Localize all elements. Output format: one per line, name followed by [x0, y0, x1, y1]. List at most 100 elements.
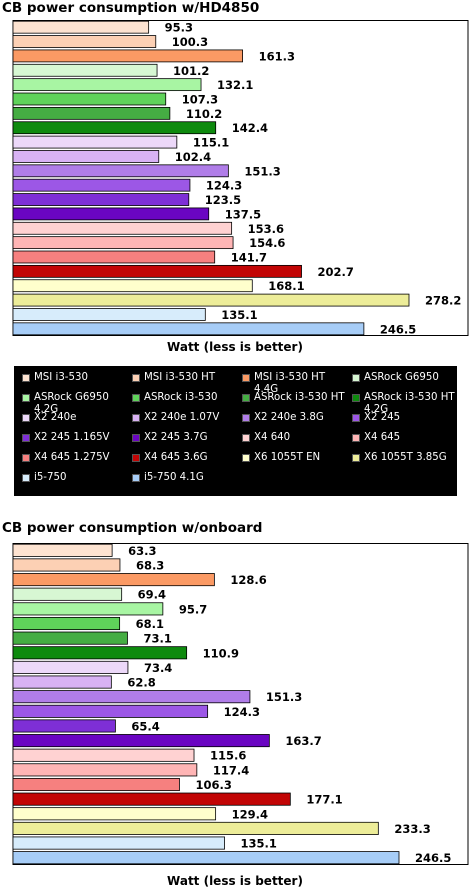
legend-swatch: [352, 414, 360, 422]
chart-1-xlabel: Watt (less is better): [167, 340, 303, 354]
legend-swatch: [132, 394, 140, 402]
data-label-10: 102.4: [175, 150, 211, 164]
bar-12: [12, 704, 209, 718]
bar-13: [12, 719, 116, 733]
bar-20: [12, 293, 410, 307]
data-label-8: 110.9: [203, 646, 239, 660]
legend-item: X4 645 3.6G: [132, 452, 239, 464]
legend-item: X2 245: [352, 412, 459, 424]
data-label-3: 161.3: [259, 49, 295, 63]
legend-item: X6 1055T 3.85G: [352, 452, 459, 464]
chart-1: 95.3100.3161.3101.2132.1107.3110.2142.41…: [12, 20, 469, 336]
chart-2: 63.368.3 128.6 69.4 95.7 68.173.1 110.9 73.462…: [12, 543, 469, 865]
bar-12: [12, 178, 191, 192]
legend-label: MSI i3-530: [34, 372, 88, 383]
data-label-11: 151.3: [266, 690, 302, 704]
legend-label: X2 240e: [34, 412, 77, 423]
data-label-4: 69.4: [138, 588, 166, 602]
legend-item: X4 640: [242, 432, 349, 444]
legend-label: X6 1055T EN: [254, 452, 321, 463]
data-label-9: 73.4: [144, 661, 172, 675]
bar-4: [12, 587, 123, 601]
data-label-16: 154.6: [249, 236, 285, 250]
data-label-8: 142.4: [232, 121, 268, 135]
data-label-22: 246.5: [415, 851, 451, 865]
legend-label: X4 645 1.275V: [34, 452, 110, 463]
legend-item: MSI i3-530 HT: [132, 372, 239, 384]
legend-label: MSI i3-530 HT: [144, 372, 216, 383]
legend-label: ASRock G6950: [364, 372, 439, 383]
data-label-1: 95.3: [165, 21, 193, 35]
legend-item: X2 240e: [22, 412, 129, 424]
data-label-17: 141.7: [231, 251, 267, 265]
legend-label: X4 645: [364, 432, 401, 443]
legend-label: X6 1055T 3.85G: [364, 452, 447, 463]
legend-swatch: [242, 434, 250, 442]
data-label-19: 129.4: [232, 807, 268, 821]
legend-item: X2 245 1.165V: [22, 432, 129, 444]
legend-label: ASRock G6950 4.2G: [34, 392, 109, 415]
data-label-2: 100.3: [172, 35, 208, 49]
chart-2-title: CB power consumption w/onboard: [2, 520, 263, 536]
legend-swatch: [352, 434, 360, 442]
legend-swatch: [242, 374, 250, 382]
legend-item: X2 240e 3.8G: [242, 412, 349, 424]
bar-19: [12, 279, 253, 293]
legend-swatch: [132, 454, 140, 462]
legend-label: X2 245: [364, 412, 401, 423]
data-label-5: 132.1: [217, 78, 253, 92]
bar-8: [12, 121, 217, 135]
bar-2: [12, 558, 121, 572]
legend-item: ASRock i3-530 HT 4.2G: [352, 392, 459, 416]
data-label-11: 151.3: [244, 164, 280, 178]
legend-item: X4 645 1.275V: [22, 452, 129, 464]
bar-22: [12, 322, 365, 336]
bar-6: [12, 92, 167, 106]
legend-item: MSI i3-530: [22, 372, 129, 384]
bar-6: [12, 616, 121, 631]
data-label-21: 135.1: [241, 837, 277, 851]
data-label-20: 278.2: [425, 294, 461, 308]
legend-label: X2 240e 3.8G: [254, 412, 324, 423]
bar-9: [12, 135, 178, 149]
legend-item: X2 240e 1.07V: [132, 412, 239, 424]
legend-item: ASRock i3-530 HT: [242, 392, 349, 404]
legend-swatch: [242, 454, 250, 462]
bar-10: [12, 675, 112, 689]
data-label-18: 177.1: [306, 793, 342, 807]
data-label-1: 63.3: [128, 544, 156, 558]
data-label-20: 233.3: [394, 822, 430, 836]
bar-7: [12, 631, 128, 645]
bar-3: [12, 49, 244, 63]
bar-5: [12, 78, 202, 92]
data-label-13: 65.4: [131, 719, 159, 733]
legend-label: X2 245 3.7G: [144, 432, 208, 443]
data-label-6: 68.1: [136, 617, 164, 631]
legend-item: MSI i3-530 HT 4.4G: [242, 372, 349, 396]
legend-swatch: [132, 434, 140, 442]
data-label-22: 246.5: [380, 322, 416, 336]
bar-2: [12, 35, 157, 48]
legend-label: X2 240e 1.07V: [144, 412, 220, 423]
legend-item: i5-750 4.1G: [132, 472, 239, 484]
bar-16: [12, 763, 198, 777]
bar-16: [12, 236, 234, 250]
legend-swatch: [132, 414, 140, 422]
legend-swatch: [22, 434, 30, 442]
bar-18: [12, 264, 302, 278]
legend-item: ASRock G6950 4.2G: [22, 392, 129, 416]
data-label-7: 73.1: [143, 632, 171, 646]
data-label-21: 135.1: [221, 308, 257, 322]
legend-label: X4 645 3.6G: [144, 452, 208, 463]
legend-swatch: [352, 394, 360, 402]
data-label-7: 110.2: [186, 107, 222, 121]
legend-item: ASRock i3-530: [132, 392, 239, 404]
data-label-17: 106.3: [195, 778, 231, 792]
legend-label: ASRock i3-530 HT: [254, 392, 345, 403]
legend-label: i5-750 4.1G: [144, 472, 204, 483]
data-label-15: 115.6: [210, 749, 246, 763]
bar-19: [12, 807, 217, 821]
data-label-16: 117.4: [213, 763, 249, 777]
chart-2-xlabel: Watt (less is better): [167, 874, 303, 888]
bar-17: [12, 777, 180, 792]
